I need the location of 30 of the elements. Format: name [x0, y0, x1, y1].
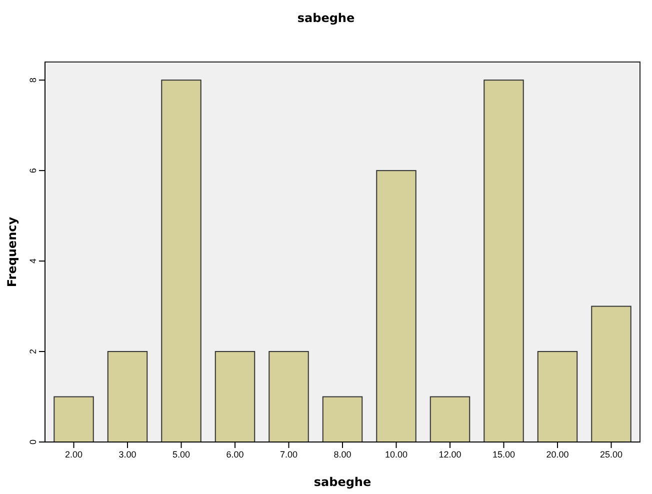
bar	[107, 351, 148, 442]
x-tick-label: 8.00	[334, 449, 352, 460]
x-tick-label: 12.00	[438, 449, 462, 460]
bar	[484, 80, 524, 442]
x-axis-title: sabeghe	[314, 475, 372, 489]
bar	[268, 351, 309, 442]
bar	[591, 306, 632, 442]
x-tick-label: 6.00	[226, 449, 244, 460]
x-tick-label: 7.00	[280, 449, 298, 460]
y-tick-label: 2	[28, 349, 38, 354]
x-tick-label: 2.00	[64, 449, 83, 460]
bar	[430, 396, 470, 442]
y-axis-title: Frequency	[5, 216, 19, 288]
bar	[161, 80, 202, 442]
x-tick-label: 20.00	[546, 449, 569, 460]
bar	[322, 396, 363, 442]
bar	[376, 170, 416, 442]
bar	[54, 396, 94, 442]
y-tick-label: 0	[28, 439, 38, 445]
y-tick-label: 6	[28, 168, 38, 174]
y-tick-label: 4	[28, 258, 38, 264]
chart-title: sabeghe	[297, 11, 355, 25]
bar	[214, 351, 256, 442]
x-tick-label: 25.00	[600, 449, 623, 460]
x-tick-label: 15.00	[492, 449, 516, 460]
x-tick-label: 10.00	[384, 449, 408, 460]
y-tick-label: 8	[28, 78, 38, 83]
x-tick-label: 3.00	[118, 449, 136, 460]
bar	[537, 351, 578, 442]
x-tick-label: 5.00	[172, 449, 190, 460]
